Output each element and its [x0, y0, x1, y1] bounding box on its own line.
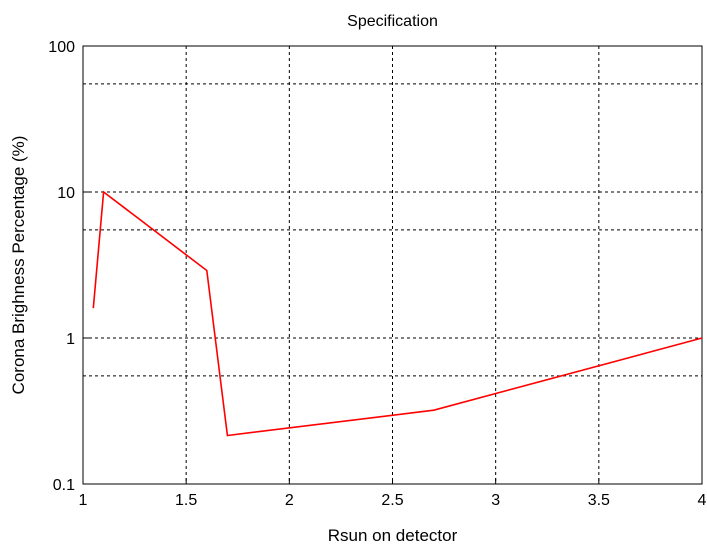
y-tick-labels: 0.1 1 10 100: [48, 39, 75, 494]
x-tick-labels: 1 1.5 2 2.5 3 3.5 4: [79, 492, 707, 509]
series-group: [92, 190, 703, 437]
x-tick-label: 4: [698, 492, 707, 509]
axis-ticks: [82, 45, 703, 485]
x-axis-title: Rsun on detector: [328, 526, 458, 545]
x-tick-label: 2: [285, 492, 294, 509]
y-tick-label: 1: [66, 331, 75, 348]
y-tick-label: 100: [48, 39, 75, 56]
x-tick-label: 2.5: [381, 492, 403, 509]
chart-title: Specification: [347, 13, 438, 30]
y-tick-label: 0.1: [53, 477, 75, 494]
x-tick-label: 1.5: [175, 492, 197, 509]
x-tick-label: 3: [491, 492, 500, 509]
grid: [83, 46, 702, 484]
y-axis-title: Corona Brighness Percentage (%): [9, 136, 28, 395]
y-tick-label: 10: [57, 185, 75, 202]
series-line: [92, 190, 703, 437]
x-tick-label: 1: [79, 492, 88, 509]
x-tick-label: 3.5: [588, 492, 610, 509]
